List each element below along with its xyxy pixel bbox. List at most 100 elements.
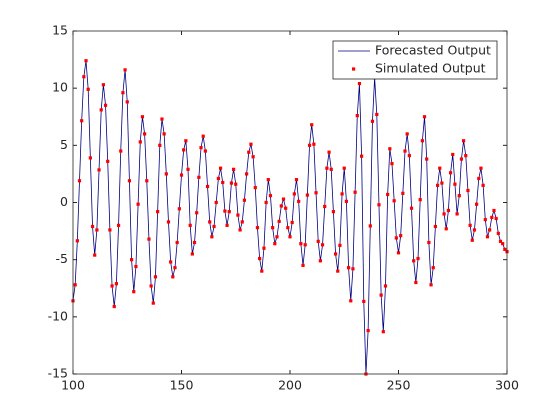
marker — [116, 223, 121, 227]
marker — [260, 269, 264, 273]
marker — [412, 259, 416, 263]
marker — [427, 240, 431, 245]
marker — [103, 103, 108, 107]
marker — [166, 220, 171, 224]
marker — [370, 119, 375, 123]
y-tick-label: -15 — [48, 366, 68, 381]
marker — [247, 150, 251, 154]
marker — [386, 192, 390, 197]
marker — [379, 293, 383, 297]
marker — [236, 213, 240, 217]
marker — [121, 91, 125, 95]
marker — [90, 224, 95, 229]
marker — [457, 194, 461, 198]
marker — [75, 239, 79, 243]
marker — [101, 83, 105, 87]
marker — [162, 132, 166, 136]
marker — [307, 143, 312, 147]
x-tick-label: 150 — [170, 378, 194, 393]
plot-area — [73, 31, 507, 374]
marker — [80, 119, 84, 123]
marker — [199, 146, 203, 150]
x-tick-label: 100 — [61, 378, 85, 393]
marker — [175, 240, 179, 245]
marker — [316, 239, 320, 243]
marker — [464, 154, 468, 158]
marker — [420, 139, 424, 143]
marker — [218, 166, 223, 170]
marker — [231, 167, 236, 171]
marker — [93, 253, 97, 257]
marker — [190, 252, 194, 256]
marker — [357, 81, 362, 86]
marker — [299, 242, 303, 246]
marker — [451, 152, 455, 157]
marker — [184, 139, 188, 143]
marker — [186, 167, 190, 171]
marker — [114, 282, 118, 286]
marker — [238, 228, 242, 232]
marker — [138, 140, 142, 144]
marker — [375, 112, 379, 117]
marker — [399, 234, 403, 238]
marker — [210, 235, 214, 239]
marker — [351, 267, 355, 271]
marker — [301, 263, 305, 267]
marker — [294, 178, 299, 182]
marker — [310, 123, 314, 127]
marker — [409, 206, 414, 210]
marker — [422, 115, 427, 119]
marker — [156, 210, 160, 214]
marker — [240, 220, 244, 224]
marker — [229, 181, 234, 185]
marker — [97, 168, 101, 172]
marker — [145, 179, 149, 183]
marker — [338, 243, 342, 247]
marker — [494, 216, 498, 221]
marker — [333, 252, 338, 256]
marker — [325, 166, 329, 170]
marker — [110, 284, 114, 288]
marker — [106, 159, 110, 163]
marker — [392, 199, 396, 203]
marker — [344, 199, 349, 203]
marker — [95, 228, 99, 232]
marker — [403, 149, 407, 153]
marker — [342, 166, 346, 170]
marker — [249, 142, 253, 146]
marker — [288, 235, 292, 239]
marker — [277, 219, 281, 223]
marker — [84, 59, 88, 63]
marker — [355, 114, 359, 118]
marker — [340, 192, 344, 196]
marker — [462, 139, 466, 143]
marker — [86, 87, 90, 91]
marker — [440, 181, 444, 185]
marker — [271, 226, 275, 230]
marker — [88, 156, 92, 160]
marker — [149, 284, 153, 288]
marker — [418, 198, 422, 202]
marker — [433, 224, 437, 229]
marker — [182, 148, 186, 152]
marker — [390, 162, 394, 166]
marker — [275, 235, 279, 239]
marker — [212, 224, 216, 229]
marker — [164, 172, 168, 176]
marker — [255, 226, 260, 230]
marker — [262, 246, 266, 250]
marker — [429, 283, 433, 287]
marker — [195, 211, 199, 215]
marker — [268, 194, 273, 198]
marker — [455, 212, 459, 216]
marker — [112, 304, 116, 309]
marker — [381, 330, 385, 334]
marker — [290, 220, 294, 225]
marker — [479, 166, 483, 170]
marker — [292, 192, 296, 196]
marker — [242, 198, 247, 202]
marker — [251, 155, 255, 159]
marker — [192, 240, 197, 245]
marker — [108, 228, 112, 232]
marker — [481, 183, 485, 187]
